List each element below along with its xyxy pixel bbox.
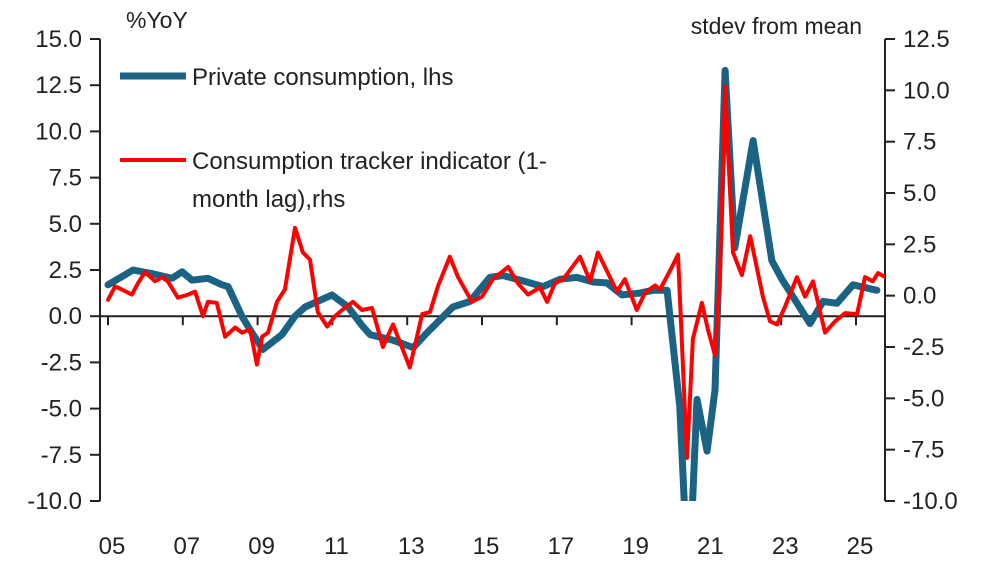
x-tick-label: 05 xyxy=(99,533,126,560)
axes: 15.0 12.5 10.0 7.5 5.0 2.5 0.0 -2.5 -5.0 -7.5 -10.… xyxy=(27,26,957,560)
x-tick-label: 17 xyxy=(547,533,574,560)
x-tick-label: 21 xyxy=(697,533,724,560)
series-consumption-tracker-line xyxy=(106,84,885,460)
left-tick-label: 5.0 xyxy=(49,211,82,238)
right-tick-label: 12.5 xyxy=(903,26,950,53)
left-tick-label: -5.0 xyxy=(41,396,82,423)
right-tick-label: -2.5 xyxy=(903,334,944,361)
left-tick-label: -10.0 xyxy=(27,488,82,515)
x-tick-label: 11 xyxy=(324,533,349,560)
right-tick-label: -10.0 xyxy=(903,488,958,515)
x-tick-label: 25 xyxy=(847,533,874,560)
left-tick-label: -7.5 xyxy=(41,442,82,469)
left-tick-label: -2.5 xyxy=(41,349,82,376)
left-tick-label: 10.0 xyxy=(35,118,82,145)
right-tick-label: 5.0 xyxy=(903,180,936,207)
x-tick-label: 23 xyxy=(772,533,799,560)
right-tick-label: -5.0 xyxy=(903,385,944,412)
legend: Private consumption, lhs Consumption tra… xyxy=(120,64,547,213)
right-tick-label: 2.5 xyxy=(903,231,936,258)
legend-label-consumption-tracker-line1: Consumption tracker indicator (1- xyxy=(192,148,547,175)
series-layer xyxy=(104,66,885,501)
right-axis-unit-label: stdev from mean xyxy=(691,13,862,39)
x-tick-label: 07 xyxy=(173,533,200,560)
left-axis-unit-label: %YoY xyxy=(126,7,188,33)
right-tick-label: -7.5 xyxy=(903,437,944,464)
left-tick-label: 7.5 xyxy=(49,165,82,192)
right-tick-label: 7.5 xyxy=(903,129,936,156)
legend-label-consumption-tracker-line2: month lag),rhs xyxy=(192,186,345,213)
x-tick-label: 19 xyxy=(622,533,649,560)
right-tick-label: 10.0 xyxy=(903,77,950,104)
x-tick-label: 15 xyxy=(473,533,500,560)
x-tick-label: 13 xyxy=(398,533,425,560)
left-tick-label: 2.5 xyxy=(49,257,82,284)
left-tick-label: 15.0 xyxy=(35,26,82,53)
right-tick-label: 0.0 xyxy=(903,283,936,310)
x-tick-label: 09 xyxy=(248,533,275,560)
legend-label-private-consumption: Private consumption, lhs xyxy=(192,64,453,91)
left-tick-label: 0.0 xyxy=(49,303,82,330)
left-tick-label: 12.5 xyxy=(35,72,82,99)
